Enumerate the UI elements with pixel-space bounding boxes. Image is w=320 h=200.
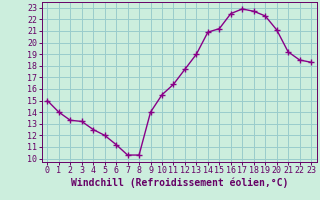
X-axis label: Windchill (Refroidissement éolien,°C): Windchill (Refroidissement éolien,°C): [70, 178, 288, 188]
